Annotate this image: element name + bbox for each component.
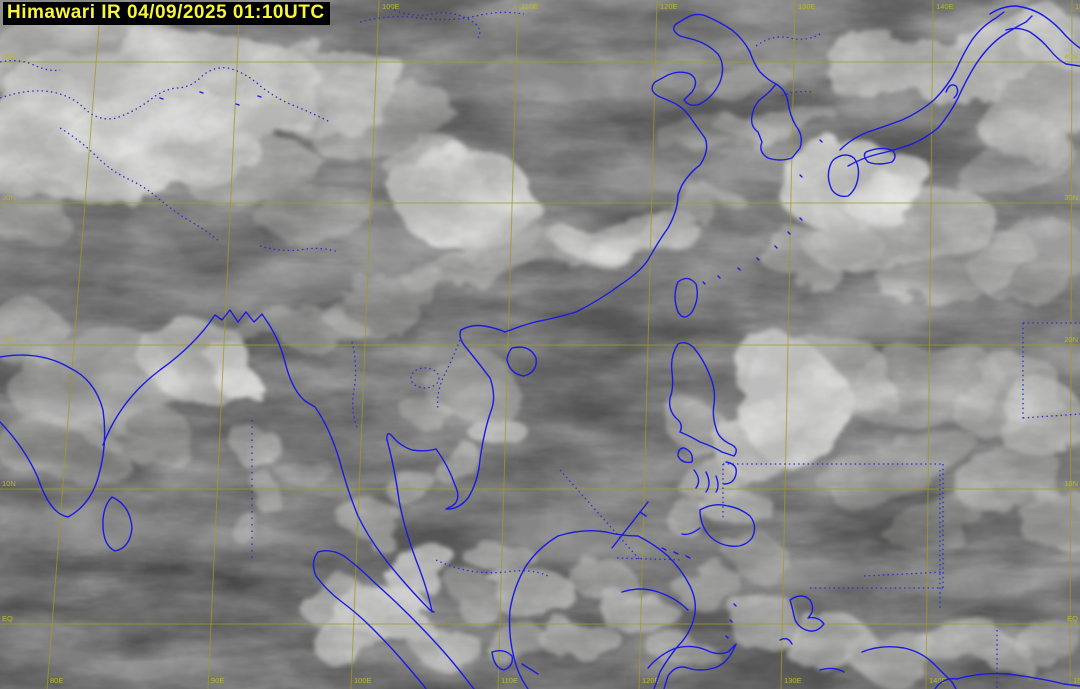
parallel-label-left: 20N xyxy=(2,335,16,344)
meridian-label-bottom: 140E xyxy=(929,676,947,685)
meridian-label-bottom: 130E xyxy=(784,676,802,685)
parallel-label-right: 20N xyxy=(1064,335,1078,344)
meridian-label-top: 110E xyxy=(521,2,538,11)
meridian-label-bottom: 90E xyxy=(211,676,224,685)
parallel-label-left: 40N xyxy=(2,52,16,61)
parallel-label-left: EQ xyxy=(2,614,13,623)
coastlines xyxy=(0,5,1080,689)
meridian-label-bottom: 100E xyxy=(354,676,372,685)
parallel-label-right: 10N xyxy=(1064,479,1078,488)
meridian-label-bottom: 120E xyxy=(642,676,660,685)
meridian-label-bottom: 110E xyxy=(501,676,518,685)
meridian-label-bottom: 80E xyxy=(50,676,63,685)
dotted-boundaries xyxy=(0,7,1080,689)
meridian-label-top: 120E xyxy=(660,2,678,11)
parallel-label-right: EQ xyxy=(1067,614,1078,623)
meridian-label-top: 140E xyxy=(936,2,954,11)
meridian-label-bottom: 150E xyxy=(1073,676,1080,685)
parallel-label-left: 10N xyxy=(2,479,16,488)
meridian-label-top: 150E xyxy=(1075,2,1080,11)
parallel-label-right: 30N xyxy=(1064,193,1078,202)
meridian-label-top: 130E xyxy=(798,2,816,11)
parallel-label-left: 30N xyxy=(2,193,16,202)
timestamp-title: Himawari IR 04/09/2025 01:10UTC xyxy=(3,2,330,25)
parallel-label-right: 40N xyxy=(1064,52,1078,61)
meridian-label-top: 100E xyxy=(382,2,400,11)
